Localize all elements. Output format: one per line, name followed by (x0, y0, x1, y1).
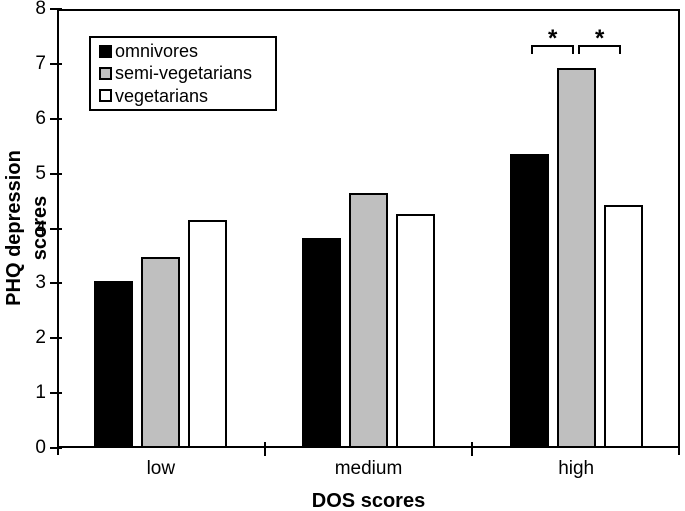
legend-swatch-omnivores-icon (99, 44, 112, 58)
x-axis-tick (471, 442, 474, 456)
legend-label: vegetarians (115, 85, 209, 106)
x-category-label: high (558, 458, 595, 479)
bar-vegetarians-medium (396, 214, 435, 448)
legend-item-omnivores: omnivores (99, 40, 267, 62)
significance-bracket-line (578, 45, 622, 47)
y-axis-tick (50, 117, 62, 120)
y-axis-tick (50, 282, 62, 285)
legend-swatch-semi-vegetarians-icon (99, 66, 112, 80)
y-tick-label: 4 (35, 217, 46, 239)
legend-label: semi-vegetarians (115, 63, 253, 84)
y-tick-label: 7 (35, 52, 46, 74)
x-axis-tick (263, 442, 266, 456)
y-axis-tick (50, 447, 62, 449)
y-tick-label: 6 (35, 107, 46, 129)
legend-swatch-vegetarians-icon (99, 89, 112, 103)
significance-asterisk: * (547, 25, 558, 52)
y-tick-label: 0 (35, 437, 46, 458)
significance-asterisk: * (594, 25, 605, 52)
legend-box: omnivores semi-vegetarians vegetarians (89, 36, 277, 111)
x-axis-right-end-tick (678, 448, 680, 455)
y-tick-label: 5 (35, 162, 46, 184)
y-tick-label: 2 (35, 327, 46, 349)
x-axis-title: DOS scores (311, 490, 426, 511)
x-category-label: medium (334, 458, 403, 479)
bar-semi-vegetarians-low (141, 257, 181, 448)
x-axis-left-end-tick (57, 448, 59, 455)
bar-vegetarians-low (188, 219, 228, 448)
legend-label: omnivores (115, 41, 199, 62)
y-axis-tick (50, 62, 62, 65)
significance-bracket-left-end (531, 45, 534, 54)
significance-bracket-line (531, 45, 575, 47)
y-axis-tick (50, 172, 62, 175)
bar-vegetarians-high (603, 204, 643, 448)
bar-omnivores-medium (302, 238, 341, 448)
y-axis-tick (50, 337, 62, 340)
significance-bracket-right-end (572, 45, 575, 54)
bar-omnivores-high (509, 154, 549, 448)
significance-bracket-left-end (578, 45, 581, 54)
bar-semi-vegetarians-medium (349, 193, 388, 448)
x-category-label: low (146, 458, 176, 479)
y-axis-tick (50, 392, 62, 395)
legend-item-semi-vegetarians: semi-vegetarians (99, 62, 267, 84)
y-axis-tick (50, 8, 62, 10)
bar-semi-vegetarians-high (556, 68, 596, 448)
y-tick-label: 8 (35, 0, 46, 19)
y-axis-tick (50, 227, 62, 230)
significance-bracket-right-end (619, 45, 622, 54)
legend-item-vegetarians: vegetarians (99, 85, 267, 107)
bar-omnivores-low (94, 280, 134, 448)
y-tick-label: 3 (35, 272, 46, 294)
y-tick-label: 1 (35, 382, 46, 404)
